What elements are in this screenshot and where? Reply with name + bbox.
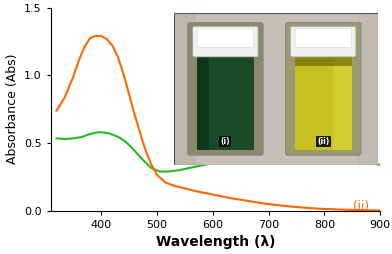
Text: (i): (i)	[221, 137, 230, 146]
FancyBboxPatch shape	[295, 28, 351, 47]
Y-axis label: Absorbance (Abs): Absorbance (Abs)	[6, 54, 19, 165]
Text: (i): (i)	[354, 148, 366, 161]
Bar	[197, 55, 209, 150]
Bar	[334, 55, 352, 150]
Text: (ii): (ii)	[317, 137, 329, 146]
FancyBboxPatch shape	[197, 28, 254, 47]
FancyBboxPatch shape	[193, 26, 258, 57]
X-axis label: Wavelength (λ): Wavelength (λ)	[156, 235, 275, 249]
Bar	[295, 55, 352, 150]
Bar	[358, 13, 378, 165]
FancyBboxPatch shape	[188, 23, 263, 155]
FancyBboxPatch shape	[290, 26, 356, 57]
Bar	[197, 55, 254, 150]
Bar	[295, 55, 352, 66]
Text: (ii): (ii)	[354, 200, 369, 213]
FancyBboxPatch shape	[285, 23, 361, 155]
Bar	[174, 13, 195, 165]
